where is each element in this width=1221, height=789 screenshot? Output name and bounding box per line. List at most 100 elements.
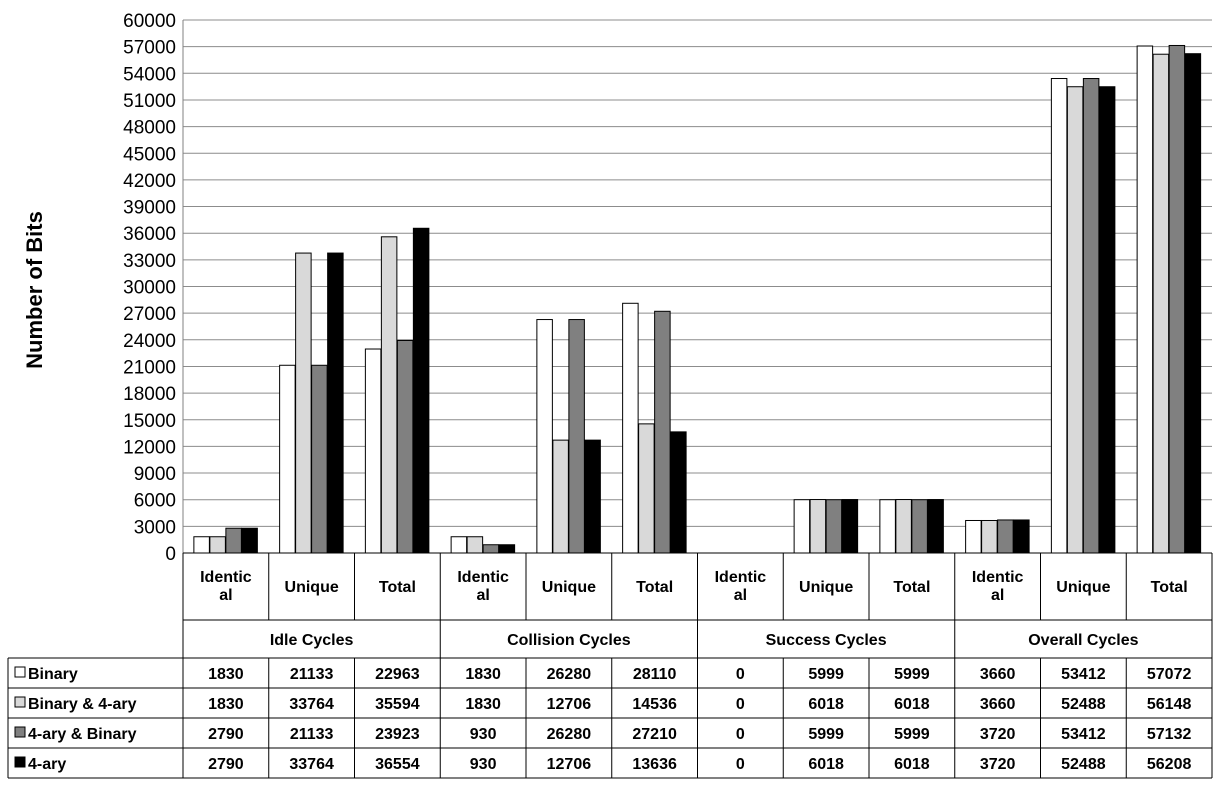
bar-4-ary-binary bbox=[311, 364, 328, 554]
table-value: 27210 bbox=[632, 726, 677, 743]
group-label: Idle Cycles bbox=[270, 632, 354, 649]
bar-binary-4-ary bbox=[981, 519, 998, 554]
y-tick-label: 15000 bbox=[123, 411, 176, 432]
table-value: 2790 bbox=[208, 726, 244, 743]
legend-swatch bbox=[14, 726, 26, 738]
table-value: 23923 bbox=[375, 726, 420, 743]
bar-binary-4-ary bbox=[466, 536, 484, 554]
table-value: 0 bbox=[736, 756, 745, 773]
y-tick-label: 51000 bbox=[123, 91, 176, 112]
group-label: Collision Cycles bbox=[507, 632, 631, 649]
category-label: Unique bbox=[1056, 579, 1110, 596]
table-value: 1830 bbox=[208, 666, 244, 683]
category-label: Identic bbox=[200, 569, 252, 586]
bar-4-ary bbox=[670, 431, 687, 554]
table-value: 33764 bbox=[289, 696, 334, 713]
table-value: 3660 bbox=[980, 696, 1016, 713]
table-value: 3720 bbox=[980, 756, 1016, 773]
bar-binary bbox=[364, 348, 382, 554]
category-label: Unique bbox=[285, 579, 339, 596]
y-tick-label: 6000 bbox=[134, 491, 176, 512]
bar-4-ary-binary bbox=[568, 319, 585, 554]
category-label: Total bbox=[379, 579, 416, 596]
category-label: al bbox=[734, 587, 747, 604]
bar-binary-4-ary bbox=[1152, 53, 1170, 554]
bar-binary bbox=[793, 499, 811, 554]
table-value: 1830 bbox=[208, 696, 244, 713]
table-value: 22963 bbox=[375, 666, 420, 683]
bar-binary-4-ary bbox=[209, 536, 226, 554]
table-value: 6018 bbox=[894, 696, 930, 713]
table-value: 33764 bbox=[289, 756, 334, 773]
table-value: 28110 bbox=[633, 666, 677, 683]
legend-label: Binary & 4-ary bbox=[28, 696, 137, 713]
category-label: al bbox=[991, 587, 1004, 604]
category-label: Total bbox=[893, 579, 930, 596]
table-value: 56208 bbox=[1147, 756, 1192, 773]
bar-binary-4-ary bbox=[895, 499, 912, 554]
bar-4-ary bbox=[1013, 519, 1030, 554]
bar-4-ary bbox=[927, 499, 944, 554]
bars bbox=[193, 44, 1202, 554]
table-value: 14536 bbox=[632, 696, 677, 713]
table-value: 12706 bbox=[547, 756, 592, 773]
bar-4-ary bbox=[498, 544, 516, 554]
bar-4-ary-binary bbox=[1082, 78, 1100, 554]
bar-4-ary-binary bbox=[1168, 44, 1186, 554]
category-label: al bbox=[219, 587, 232, 604]
table-value: 2790 bbox=[208, 756, 244, 773]
bar-binary bbox=[193, 536, 210, 554]
table-value: 3660 bbox=[980, 666, 1016, 683]
table-value: 21133 bbox=[290, 726, 334, 743]
y-tick-label: 48000 bbox=[123, 118, 176, 139]
y-tick-label: 39000 bbox=[123, 198, 176, 219]
bar-4-ary bbox=[841, 499, 859, 554]
group-label: Overall Cycles bbox=[1028, 632, 1138, 649]
bar-4-ary-binary bbox=[825, 499, 843, 554]
table-value: 1830 bbox=[465, 666, 501, 683]
bar-binary-4-ary bbox=[295, 252, 312, 554]
bar-binary bbox=[1136, 45, 1154, 554]
bar-4-ary bbox=[327, 252, 344, 554]
bar-4-ary-binary bbox=[396, 339, 414, 554]
bar-4-ary bbox=[241, 527, 258, 554]
legend-swatch bbox=[14, 696, 26, 708]
bar-4-ary-binary bbox=[225, 527, 242, 554]
legend-label: 4-ary bbox=[28, 756, 66, 773]
bar-binary-4-ary bbox=[1066, 86, 1084, 554]
table-value: 5999 bbox=[808, 666, 844, 683]
y-axis-tick-labels: 0 3000 6000 9000 12000 15000 18000 21000 24000 27… bbox=[123, 11, 176, 565]
category-label: al bbox=[476, 587, 489, 604]
y-tick-label: 60000 bbox=[123, 11, 176, 32]
y-tick-label: 36000 bbox=[123, 224, 176, 245]
y-tick-label: 45000 bbox=[123, 144, 176, 165]
table-value: 36554 bbox=[375, 756, 420, 773]
table-value: 52488 bbox=[1061, 756, 1106, 773]
table-value: 57072 bbox=[1147, 666, 1192, 683]
table-value: 0 bbox=[736, 666, 745, 683]
table-value: 930 bbox=[470, 756, 497, 773]
legend-label: Binary bbox=[28, 666, 78, 683]
table-value: 53412 bbox=[1061, 726, 1106, 743]
table-value: 56148 bbox=[1147, 696, 1192, 713]
table-value: 57132 bbox=[1147, 726, 1192, 743]
y-tick-label: 54000 bbox=[123, 64, 176, 85]
y-tick-label: 33000 bbox=[123, 251, 176, 272]
bar-binary bbox=[279, 364, 296, 554]
bar-binary bbox=[1050, 78, 1068, 554]
bar-binary bbox=[536, 319, 553, 554]
legend-label: 4-ary & Binary bbox=[28, 726, 137, 743]
table-value: 26280 bbox=[547, 726, 592, 743]
bar-4-ary-binary bbox=[654, 310, 671, 554]
table-value: 5999 bbox=[808, 726, 844, 743]
bar-binary-4-ary bbox=[552, 439, 569, 554]
table-value: 13636 bbox=[632, 756, 677, 773]
bar-4-ary bbox=[1184, 53, 1202, 554]
table-value: 26280 bbox=[547, 666, 592, 683]
table-value: 52488 bbox=[1061, 696, 1106, 713]
table-value: 5999 bbox=[894, 726, 930, 743]
bar-binary-4-ary bbox=[809, 499, 827, 554]
table-value: 930 bbox=[470, 726, 497, 743]
